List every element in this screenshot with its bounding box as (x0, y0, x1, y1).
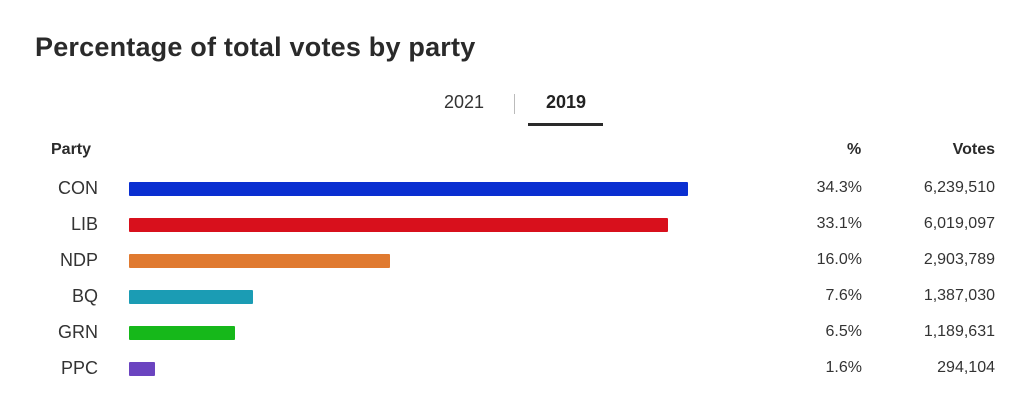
votes-value-con: 6,239,510 (923, 179, 995, 196)
party-label-bq: BQ (71, 286, 98, 306)
chart-title: Percentage of total votes by party (35, 32, 476, 62)
bar-bq (129, 290, 253, 304)
votes-value-ppc: 294,104 (937, 359, 995, 376)
header-votes: Votes (952, 141, 995, 158)
percent-value-ndp: 16.0% (816, 251, 862, 268)
party-label-ndp: NDP (59, 250, 98, 270)
votes-value-lib: 6,019,097 (923, 215, 995, 232)
percent-value-ppc: 1.6% (825, 359, 862, 376)
party-label-ppc: PPC (60, 358, 98, 378)
votes-value-grn: 1,189,631 (923, 323, 995, 340)
votes-value-ndp: 2,903,789 (923, 251, 995, 268)
percent-value-bq: 7.6% (825, 287, 862, 304)
percent-value-grn: 6.5% (825, 323, 862, 340)
tab-2019[interactable]: 2019 (546, 92, 587, 112)
party-label-lib: LIB (70, 214, 98, 234)
tab-2021[interactable]: 2021 (444, 92, 485, 112)
percent-value-con: 34.3% (816, 179, 862, 196)
bar-ppc (129, 362, 155, 376)
header-party: Party (51, 141, 92, 158)
party-label-con: CON (58, 178, 98, 198)
bar-grn (129, 326, 235, 340)
tab-divider (514, 94, 515, 114)
votes-value-bq: 1,387,030 (923, 287, 995, 304)
party-label-grn: GRN (58, 322, 98, 342)
bar-ndp (129, 254, 390, 268)
active-tab-indicator (528, 123, 603, 126)
bar-con (129, 182, 688, 196)
year-tabs: 2021 2019 (420, 86, 620, 126)
percent-value-lib: 33.1% (816, 215, 862, 232)
header-percent: % (847, 141, 862, 158)
bar-lib (129, 218, 668, 232)
